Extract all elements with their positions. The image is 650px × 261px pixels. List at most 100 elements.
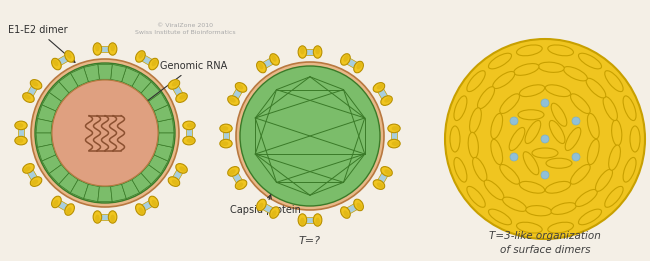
Ellipse shape xyxy=(298,214,307,226)
Circle shape xyxy=(510,153,518,161)
Polygon shape xyxy=(172,168,184,182)
Polygon shape xyxy=(111,184,126,201)
Ellipse shape xyxy=(172,180,179,185)
Ellipse shape xyxy=(388,139,400,148)
Ellipse shape xyxy=(373,180,385,189)
Ellipse shape xyxy=(15,136,27,145)
Polygon shape xyxy=(49,82,69,101)
Ellipse shape xyxy=(493,72,515,88)
Ellipse shape xyxy=(356,203,362,210)
Ellipse shape xyxy=(53,200,58,207)
Ellipse shape xyxy=(603,97,618,121)
Ellipse shape xyxy=(221,126,228,131)
Ellipse shape xyxy=(66,52,72,59)
Ellipse shape xyxy=(93,43,101,55)
Polygon shape xyxy=(42,155,61,174)
Ellipse shape xyxy=(519,181,545,193)
Ellipse shape xyxy=(514,64,539,75)
Ellipse shape xyxy=(546,158,572,168)
Ellipse shape xyxy=(356,62,362,69)
Ellipse shape xyxy=(271,55,277,62)
Ellipse shape xyxy=(341,207,350,218)
Ellipse shape xyxy=(235,82,247,92)
Ellipse shape xyxy=(509,127,525,151)
Ellipse shape xyxy=(517,45,542,56)
Ellipse shape xyxy=(517,222,542,233)
Ellipse shape xyxy=(608,145,621,170)
Ellipse shape xyxy=(93,211,101,223)
Polygon shape xyxy=(98,187,112,201)
Ellipse shape xyxy=(343,55,349,62)
Polygon shape xyxy=(18,127,24,139)
Ellipse shape xyxy=(630,126,640,152)
Ellipse shape xyxy=(604,71,623,92)
Ellipse shape xyxy=(315,218,320,225)
Ellipse shape xyxy=(257,199,266,211)
Ellipse shape xyxy=(551,103,567,126)
Ellipse shape xyxy=(23,94,31,100)
Ellipse shape xyxy=(500,94,519,114)
Ellipse shape xyxy=(595,169,612,191)
Polygon shape xyxy=(38,144,56,161)
Ellipse shape xyxy=(270,54,280,65)
Polygon shape xyxy=(140,54,154,66)
Ellipse shape xyxy=(151,200,157,207)
Ellipse shape xyxy=(549,121,565,144)
Ellipse shape xyxy=(388,124,400,133)
Ellipse shape xyxy=(377,182,384,188)
Polygon shape xyxy=(158,133,174,147)
Ellipse shape xyxy=(111,44,115,51)
Ellipse shape xyxy=(138,52,144,59)
Ellipse shape xyxy=(23,164,34,173)
Text: Capsid protein: Capsid protein xyxy=(230,195,301,215)
Ellipse shape xyxy=(176,93,187,102)
Ellipse shape xyxy=(151,59,157,66)
Ellipse shape xyxy=(313,46,322,58)
Ellipse shape xyxy=(183,136,195,145)
Polygon shape xyxy=(42,92,61,111)
Ellipse shape xyxy=(526,206,552,216)
Circle shape xyxy=(240,66,380,206)
Ellipse shape xyxy=(467,71,486,92)
Polygon shape xyxy=(36,119,52,133)
Polygon shape xyxy=(99,46,111,52)
Ellipse shape xyxy=(391,141,399,146)
Ellipse shape xyxy=(488,53,512,69)
Ellipse shape xyxy=(23,93,34,102)
Ellipse shape xyxy=(220,139,232,148)
Polygon shape xyxy=(261,203,275,215)
Ellipse shape xyxy=(237,182,243,188)
Polygon shape xyxy=(84,184,99,201)
Polygon shape xyxy=(158,119,174,133)
Ellipse shape xyxy=(575,189,597,206)
Ellipse shape xyxy=(551,203,577,215)
Ellipse shape xyxy=(491,139,502,165)
Polygon shape xyxy=(70,180,88,199)
Polygon shape xyxy=(56,54,70,66)
Ellipse shape xyxy=(229,97,236,103)
Ellipse shape xyxy=(491,114,502,139)
Polygon shape xyxy=(59,73,78,93)
Ellipse shape xyxy=(588,139,599,165)
Polygon shape xyxy=(122,180,140,199)
Ellipse shape xyxy=(172,81,179,86)
Circle shape xyxy=(445,39,645,239)
Polygon shape xyxy=(304,217,316,223)
Ellipse shape xyxy=(586,78,606,98)
Ellipse shape xyxy=(65,51,74,62)
Polygon shape xyxy=(132,73,151,93)
Polygon shape xyxy=(36,133,52,147)
Polygon shape xyxy=(172,84,184,98)
Circle shape xyxy=(572,117,580,125)
Ellipse shape xyxy=(571,94,590,114)
Ellipse shape xyxy=(315,47,320,54)
Ellipse shape xyxy=(478,87,495,109)
Ellipse shape xyxy=(545,85,571,97)
Ellipse shape xyxy=(136,51,145,62)
Ellipse shape xyxy=(220,124,232,133)
Ellipse shape xyxy=(16,123,23,128)
Ellipse shape xyxy=(313,214,322,226)
Polygon shape xyxy=(186,127,192,139)
Ellipse shape xyxy=(237,84,243,90)
Polygon shape xyxy=(84,64,99,82)
